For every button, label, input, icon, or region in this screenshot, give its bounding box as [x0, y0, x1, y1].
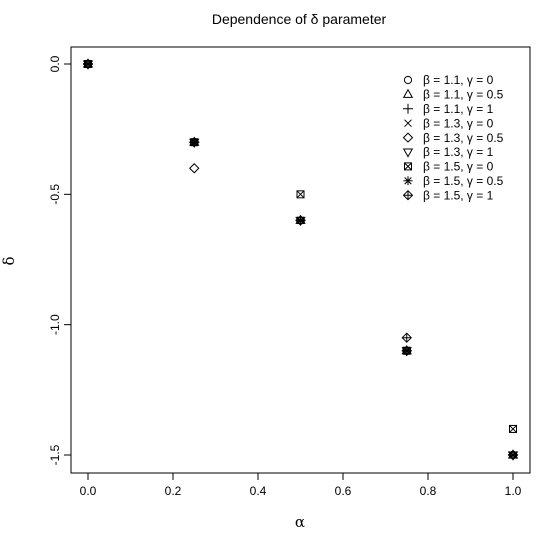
- data-point-9-5: [507, 449, 519, 461]
- legend-marker-8: [403, 176, 413, 186]
- y-tick-label: -1.0: [48, 314, 62, 335]
- x-tick-label: 0.2: [165, 484, 182, 498]
- legend-label-6: β = 1.3, γ = 1: [423, 145, 494, 159]
- x-tick-label: 0.8: [420, 484, 437, 498]
- legend-label-1: β = 1.1, γ = 0: [423, 73, 494, 87]
- legend-label-9: β = 1.5, γ = 1: [423, 188, 494, 202]
- legend-label-2: β = 1.1, γ = 0.5: [423, 88, 504, 102]
- y-tick-label: 0.0: [48, 55, 62, 72]
- legend-marker-6: [402, 148, 414, 158]
- data-point-9-3: [295, 215, 306, 226]
- data-points: [82, 58, 519, 461]
- legend-marker-1: [403, 75, 413, 85]
- legend-label-5: β = 1.3, γ = 0.5: [423, 131, 504, 145]
- legend: β = 1.1, γ = 0β = 1.1, γ = 0.5β = 1.1, γ…: [402, 73, 504, 202]
- x-axis-title: α: [295, 513, 305, 531]
- x-tick-label: 0.4: [250, 484, 267, 498]
- legend-label-8: β = 1.5, γ = 0.5: [423, 174, 504, 188]
- data-point-9-2: [189, 136, 200, 148]
- y-axis: 0.0 -0.5 -1.0 -1.5: [48, 55, 72, 465]
- legend-marker-5: [402, 132, 414, 143]
- data-point-9-4: [401, 332, 412, 343]
- legend-marker-2: [402, 88, 414, 98]
- legend-marker-7: [404, 162, 412, 171]
- data-point-8-4: [402, 346, 412, 356]
- data-point-9-1: [82, 58, 94, 70]
- legend-label-4: β = 1.3, γ = 0: [423, 116, 494, 130]
- chart-title: Dependence of δ parameter: [212, 11, 387, 27]
- legend-marker-3: [403, 103, 413, 114]
- data-point-7-3: [296, 190, 305, 199]
- data-point-5-2: [189, 163, 200, 174]
- legend-marker-4: [404, 119, 412, 128]
- y-tick-label: -1.5: [48, 444, 62, 465]
- legend-label-7: β = 1.5, γ = 0: [423, 160, 494, 174]
- data-point-7-5: [509, 424, 517, 433]
- legend-marker-9: [402, 189, 414, 201]
- x-tick-label: 0.0: [80, 484, 97, 498]
- x-tick-label: 1.0: [505, 484, 522, 498]
- legend-label-3: β = 1.1, γ = 1: [423, 102, 494, 116]
- y-axis-title: δ: [0, 256, 18, 265]
- y-tick-label: -0.5: [48, 184, 62, 205]
- x-tick-label: 0.6: [335, 484, 352, 498]
- x-axis: 0.0 0.2 0.4 0.6 0.8 1.0: [80, 472, 522, 498]
